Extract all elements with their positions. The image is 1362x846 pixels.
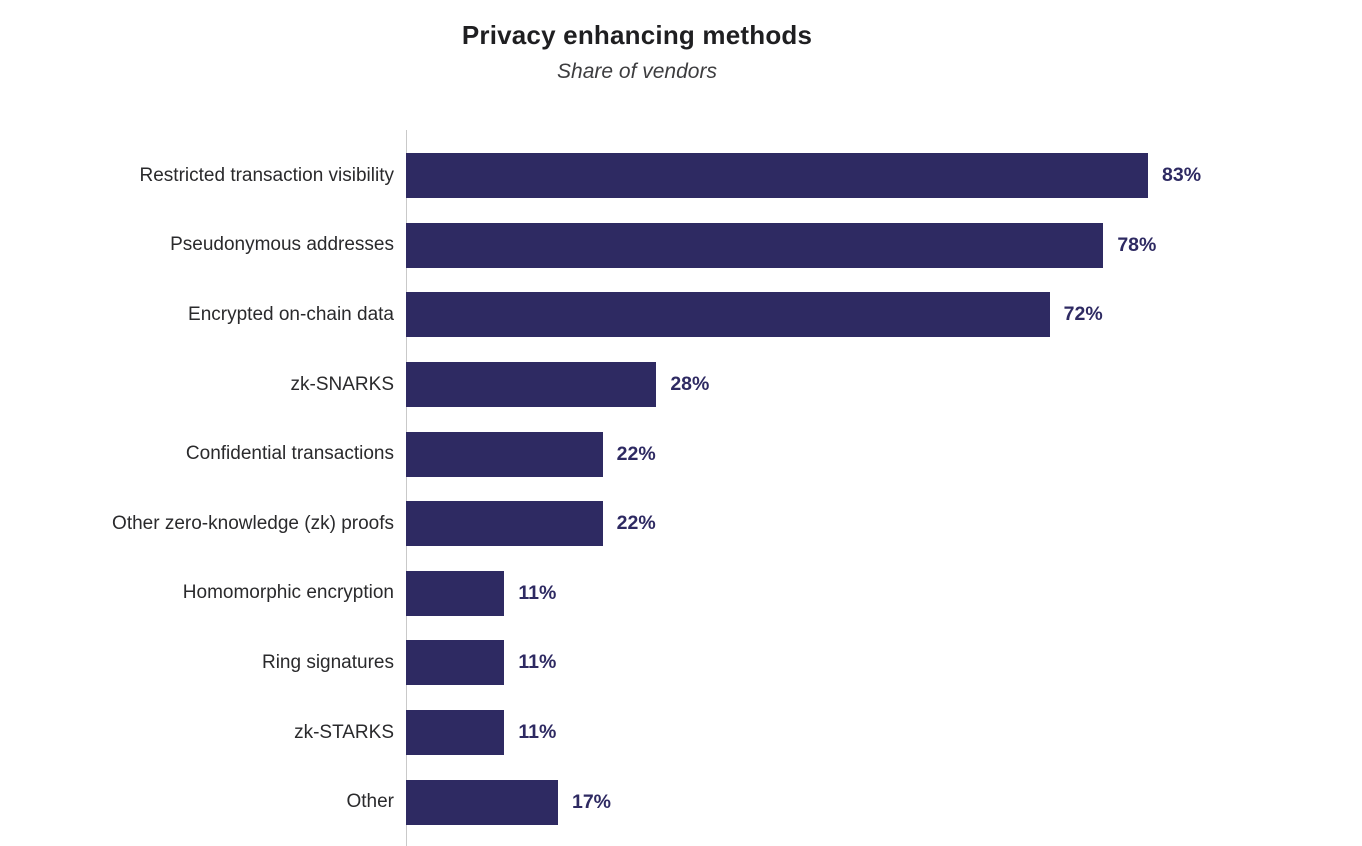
category-label: zk-STARKS <box>294 721 394 743</box>
bar-track: 22% <box>406 489 1362 559</box>
chart-row: Other 17% <box>0 767 1362 837</box>
value-label: 72% <box>1063 303 1103 326</box>
chart-row: Confidential transactions 22% <box>0 419 1362 489</box>
chart-header: Privacy enhancing methods Share of vendo… <box>0 20 1274 84</box>
category-label: Confidential transactions <box>185 443 394 465</box>
bar <box>406 640 505 686</box>
value-label: 11% <box>518 581 557 604</box>
category-label: Restricted transaction visibility <box>139 164 394 186</box>
value-label: 83% <box>1162 164 1202 187</box>
value-label: 78% <box>1117 233 1157 256</box>
bar-track: 22% <box>406 419 1362 489</box>
value-label: 28% <box>670 373 710 396</box>
category-label: Pseudonymous addresses <box>170 234 394 256</box>
chart-row: Ring signatures 11% <box>0 628 1362 698</box>
category-label: zk-SNARKS <box>290 373 394 395</box>
bar <box>406 570 505 616</box>
bar <box>406 501 603 547</box>
bar-track: 11% <box>406 628 1362 698</box>
bar <box>406 362 657 408</box>
category-label: Homomorphic encryption <box>182 582 394 604</box>
value-label: 22% <box>616 512 656 535</box>
bar-chart: Restricted transaction visibility 83% Pseu… <box>0 130 1362 846</box>
bar-track: 83% <box>406 141 1362 211</box>
bar <box>406 779 558 825</box>
bar-track: 11% <box>406 559 1362 629</box>
chart-row: Homomorphic encryption 11% <box>0 559 1362 629</box>
chart-row: Pseudonymous addresses 78% <box>0 211 1362 281</box>
chart-title: Privacy enhancing methods <box>461 20 813 50</box>
category-label: Ring signatures <box>261 651 394 673</box>
bar-track: 17% <box>406 767 1362 837</box>
bar-track: 78% <box>406 211 1362 281</box>
chart-row: zk-SNARKS 28% <box>0 350 1362 420</box>
chart-row: zk-STARKS 11% <box>0 698 1362 768</box>
bar-track: 11% <box>406 698 1362 768</box>
value-label: 17% <box>571 790 611 813</box>
value-label: 11% <box>518 721 557 744</box>
chart-row: Encrypted on-chain data 72% <box>0 280 1362 350</box>
value-label: 22% <box>616 442 656 465</box>
chart-row: Restricted transaction visibility 83% <box>0 141 1362 211</box>
category-label: Other zero-knowledge (zk) proofs <box>112 512 394 534</box>
bar <box>406 222 1104 268</box>
category-label: Other <box>346 791 394 813</box>
y-axis-line <box>406 130 407 846</box>
bar <box>406 710 505 756</box>
bar-track: 72% <box>406 280 1362 350</box>
bar <box>406 292 1050 338</box>
category-label: Encrypted on-chain data <box>188 303 394 325</box>
bar <box>406 431 603 477</box>
chart-rows: Restricted transaction visibility 83% Pseu… <box>0 141 1362 837</box>
bar-track: 28% <box>406 350 1362 420</box>
chart-row: Other zero-knowledge (zk) proofs 22% <box>0 489 1362 559</box>
value-label: 11% <box>518 651 557 674</box>
bar <box>406 153 1149 199</box>
chart-subtitle: Share of vendors <box>557 60 717 83</box>
